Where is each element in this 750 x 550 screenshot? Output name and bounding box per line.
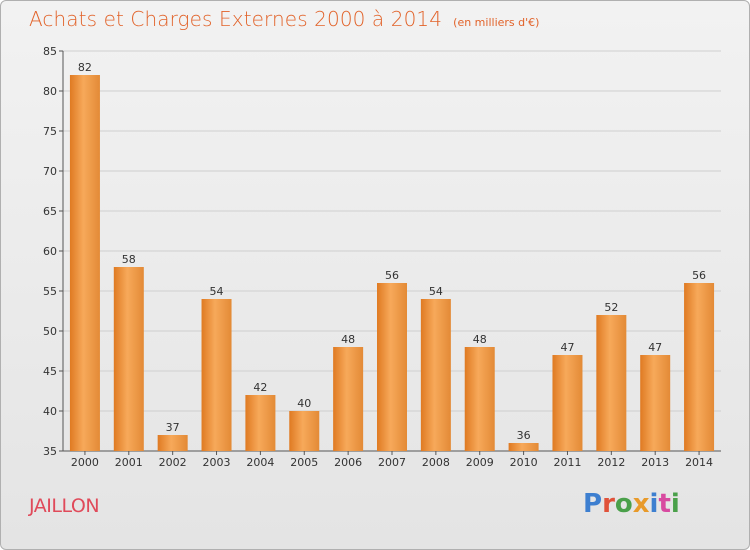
bar [289,411,320,451]
x-tick-label: 2008 [422,456,450,469]
bar [333,347,364,451]
data-label: 56 [692,269,706,282]
data-label: 42 [253,381,267,394]
bar [113,267,144,451]
y-tick-label: 55 [43,285,57,298]
x-tick-label: 2009 [466,456,494,469]
labels: 35 40 45 50 55 60 65 70 75 80 85 82 2000 58 2001 37 2002… [43,45,713,469]
bar [420,299,451,451]
bar [640,355,671,451]
chart-title: Achats et Charges Externes 2000 à 2014 [29,7,443,31]
data-label: 52 [604,301,618,314]
data-label: 54 [429,285,443,298]
data-label: 48 [473,333,487,346]
x-tick-label: 2012 [597,456,625,469]
data-label: 40 [297,397,311,410]
commune-name: JAILLON [29,495,100,517]
x-tick-label: 2004 [246,456,274,469]
y-tick-label: 35 [43,445,57,458]
bar [69,75,100,451]
y-tick-label: 40 [43,405,57,418]
x-tick-label: 2010 [510,456,538,469]
data-label: 47 [648,341,662,354]
data-label: 48 [341,333,355,346]
x-tick-label: 2005 [290,456,318,469]
y-tick-label: 85 [43,45,57,58]
logo-letter: i [670,489,680,519]
x-tick-label: 2001 [115,456,143,469]
logo-letter: o [614,489,633,519]
y-tick-label: 45 [43,365,57,378]
y-tick-label: 50 [43,325,57,338]
y-tick-label: 75 [43,125,57,138]
x-tick-label: 2003 [203,456,231,469]
title-row: Achats et Charges Externes 2000 à 2014 (… [29,7,539,31]
bar [552,355,583,451]
y-tick-label: 80 [43,85,57,98]
data-label: 47 [560,341,574,354]
y-tick-label: 60 [43,245,57,258]
bar [684,283,715,451]
bar [596,315,627,451]
bars [69,75,715,451]
logo-letter: P [583,489,603,519]
data-label: 82 [78,61,92,74]
data-label: 36 [517,429,531,442]
bar [201,299,232,451]
data-label: 54 [210,285,224,298]
y-tick-label: 70 [43,165,57,178]
logo-letter: x [632,489,650,519]
x-tick-label: 2002 [159,456,187,469]
data-label: 56 [385,269,399,282]
y-tick-label: 65 [43,205,57,218]
x-tick-label: 2007 [378,456,406,469]
bar [157,435,188,451]
chart-subtitle: (en milliers d'€) [453,16,540,29]
bar [508,443,539,451]
bar [464,347,495,451]
x-tick-label: 2013 [641,456,669,469]
data-label: 37 [166,421,180,434]
proxiti-logo[interactable]: Proxiti [583,489,680,519]
data-label: 58 [122,253,136,266]
bar [245,395,276,451]
bar [377,283,407,451]
x-tick-label: 2000 [71,456,99,469]
logo-letter: r [602,489,615,519]
x-tick-label: 2006 [334,456,362,469]
x-tick-label: 2011 [553,456,581,469]
logo-letter: t [658,489,671,519]
logo-letter: i [649,489,659,519]
x-tick-label: 2014 [685,456,713,469]
